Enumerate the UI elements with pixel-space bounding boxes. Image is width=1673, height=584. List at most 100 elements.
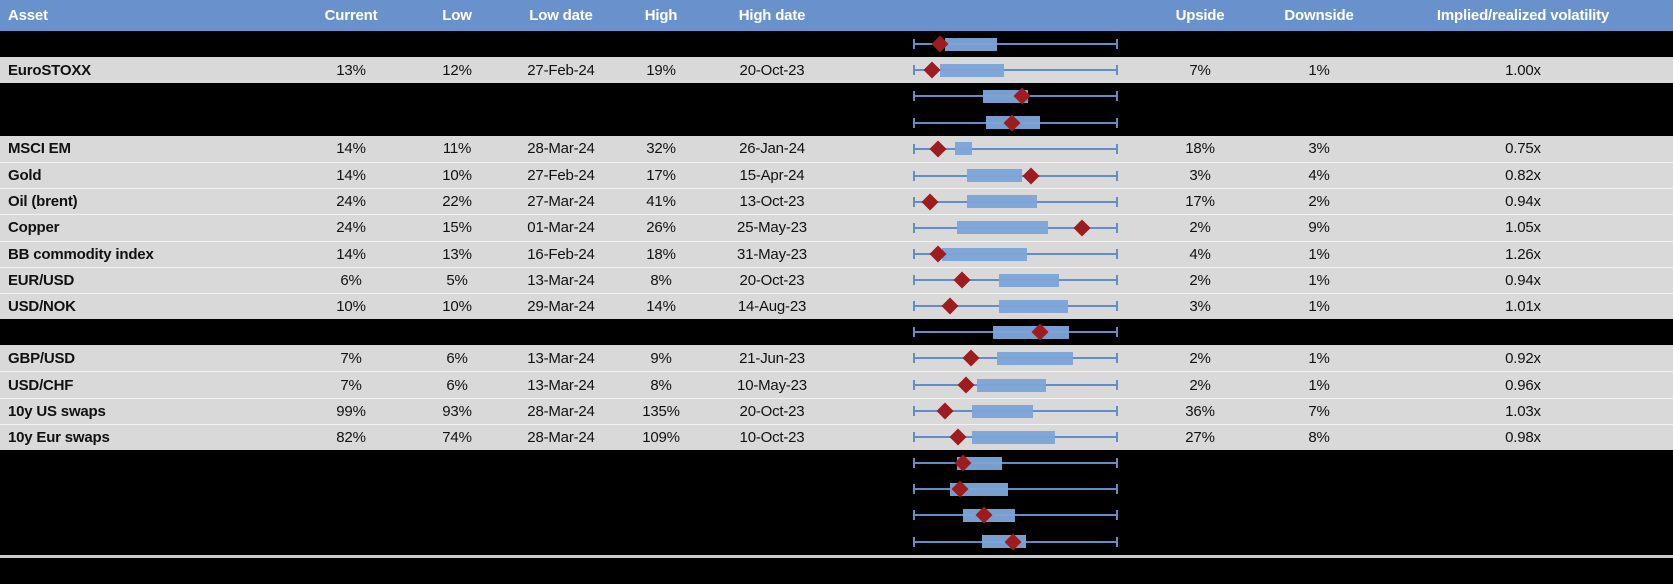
high-cell: 9% (650, 349, 672, 367)
boxplot (913, 450, 1118, 476)
table-header-row: Asset Current Low Low date High High dat… (0, 0, 1673, 31)
asset-name-cell: USD/NOK (8, 297, 76, 315)
boxplot-min-cap (913, 327, 915, 338)
table-row (0, 109, 1673, 136)
low-cell: 10% (442, 297, 472, 315)
high-date-cell: 10-Oct-23 (739, 428, 805, 446)
upside-cell: 36% (1185, 402, 1215, 420)
table-body: EuroSTOXX 13% 12% 27-Feb-24 19% 20-Oct-2… (0, 31, 1673, 555)
boxplot-min-cap (913, 301, 915, 312)
upside-cell: 3% (1189, 297, 1211, 315)
current-cell: 14% (336, 140, 366, 158)
current-cell: 82% (336, 428, 366, 446)
boxplot-min-cap (913, 432, 915, 443)
boxplot-diamond-marker (929, 140, 947, 158)
implied-realized-cell: 1.05x (1505, 219, 1541, 237)
boxplot (913, 529, 1118, 555)
boxplot (913, 215, 1118, 240)
boxplot-max-cap (1116, 458, 1118, 469)
boxplot-max-cap (1116, 143, 1118, 154)
boxplot-diamond-marker (936, 402, 954, 420)
low-date-cell: 27-Mar-24 (527, 193, 595, 211)
boxplot-max-cap (1116, 222, 1118, 233)
current-cell: 13% (336, 61, 366, 79)
boxplot-box (955, 142, 973, 156)
boxplot-diamond-marker (923, 61, 941, 79)
boxplot-box (941, 247, 1027, 261)
boxplot-box (999, 299, 1068, 313)
downside-cell: 3% (1308, 140, 1330, 158)
low-cell: 5% (446, 271, 468, 289)
upside-cell: 2% (1189, 219, 1211, 237)
implied-realized-cell: 1.01x (1505, 297, 1541, 315)
table-row: GBP/USD 7% 6% 13-Mar-24 9% 21-Jun-23 2% … (0, 345, 1673, 372)
table-row: 10y Eur swaps 82% 74% 28-Mar-24 109% 10-… (0, 423, 1673, 450)
implied-realized-cell: 0.96x (1505, 376, 1541, 394)
low-date-cell: 29-Mar-24 (527, 297, 595, 315)
boxplot-max-cap (1116, 275, 1118, 286)
boxplot-box (944, 37, 998, 51)
implied-realized-cell: 0.75x (1505, 140, 1541, 158)
boxplot-diamond-marker (962, 349, 980, 367)
boxplot-cell (837, 319, 1135, 345)
boxplot-whisker-line (913, 43, 1118, 46)
boxplot-max-cap (1116, 510, 1118, 521)
boxplot-cell (837, 529, 1135, 555)
implied-realized-cell: 0.94x (1505, 193, 1541, 211)
header-upside: Upside (1175, 7, 1225, 24)
boxplot-diamond-marker (1073, 219, 1091, 237)
boxplot-whisker-line (913, 514, 1118, 517)
boxplot-cell (837, 215, 1135, 240)
low-cell: 12% (442, 61, 472, 79)
high-date-cell: 20-Oct-23 (739, 271, 805, 289)
boxplot-cell (837, 136, 1135, 162)
upside-cell: 2% (1189, 349, 1211, 367)
boxplot (913, 110, 1118, 136)
boxplot-box (940, 63, 1004, 77)
header-downside: Downside (1284, 7, 1354, 24)
high-date-cell: 14-Aug-23 (737, 297, 807, 315)
downside-cell: 1% (1308, 271, 1330, 289)
boxplot-max-cap (1116, 39, 1118, 50)
boxplot (913, 476, 1118, 502)
boxplot-cell (837, 31, 1135, 57)
boxplot (913, 57, 1118, 83)
high-cell: 18% (646, 245, 676, 263)
low-date-cell: 13-Mar-24 (527, 271, 595, 289)
boxplot-cell (837, 189, 1135, 214)
table-row (0, 450, 1673, 477)
high-cell: 32% (646, 140, 676, 158)
boxplot (913, 425, 1118, 450)
boxplot-max-cap (1116, 65, 1118, 76)
high-cell: 135% (642, 402, 680, 420)
low-cell: 15% (442, 219, 472, 237)
asset-name-cell: EUR/USD (8, 271, 75, 289)
boxplot-cell (837, 110, 1135, 136)
low-date-cell: 13-Mar-24 (527, 349, 595, 367)
table-row: MSCI EM 14% 11% 28-Mar-24 32% 26-Jan-24 … (0, 135, 1673, 162)
boxplot-max-cap (1116, 536, 1118, 547)
boxplot-box (972, 404, 1033, 418)
low-date-cell: 01-Mar-24 (527, 219, 595, 237)
boxplot-box (966, 195, 1038, 209)
boxplot-cell (837, 163, 1135, 188)
high-date-cell: 26-Jan-24 (739, 140, 805, 158)
table-row: EUR/USD 6% 5% 13-Mar-24 8% 20-Oct-23 2% … (0, 266, 1673, 293)
boxplot-min-cap (913, 65, 915, 76)
boxplot (913, 372, 1118, 397)
implied-realized-cell: 1.26x (1505, 245, 1541, 263)
boxplot-cell (837, 242, 1135, 267)
boxplot-cell (837, 345, 1135, 371)
boxplot-min-cap (913, 380, 915, 391)
boxplot-min-cap (913, 484, 915, 495)
boxplot-max-cap (1116, 380, 1118, 391)
current-cell: 14% (336, 167, 366, 185)
table-row (0, 31, 1673, 58)
table-row: USD/CHF 7% 6% 13-Mar-24 8% 10-May-23 2% … (0, 371, 1673, 398)
high-cell: 19% (646, 61, 676, 79)
table-row (0, 319, 1673, 346)
downside-cell: 1% (1308, 376, 1330, 394)
table-row: Gold 14% 10% 27-Feb-24 17% 15-Apr-24 3% … (0, 161, 1673, 189)
downside-cell: 2% (1308, 193, 1330, 211)
